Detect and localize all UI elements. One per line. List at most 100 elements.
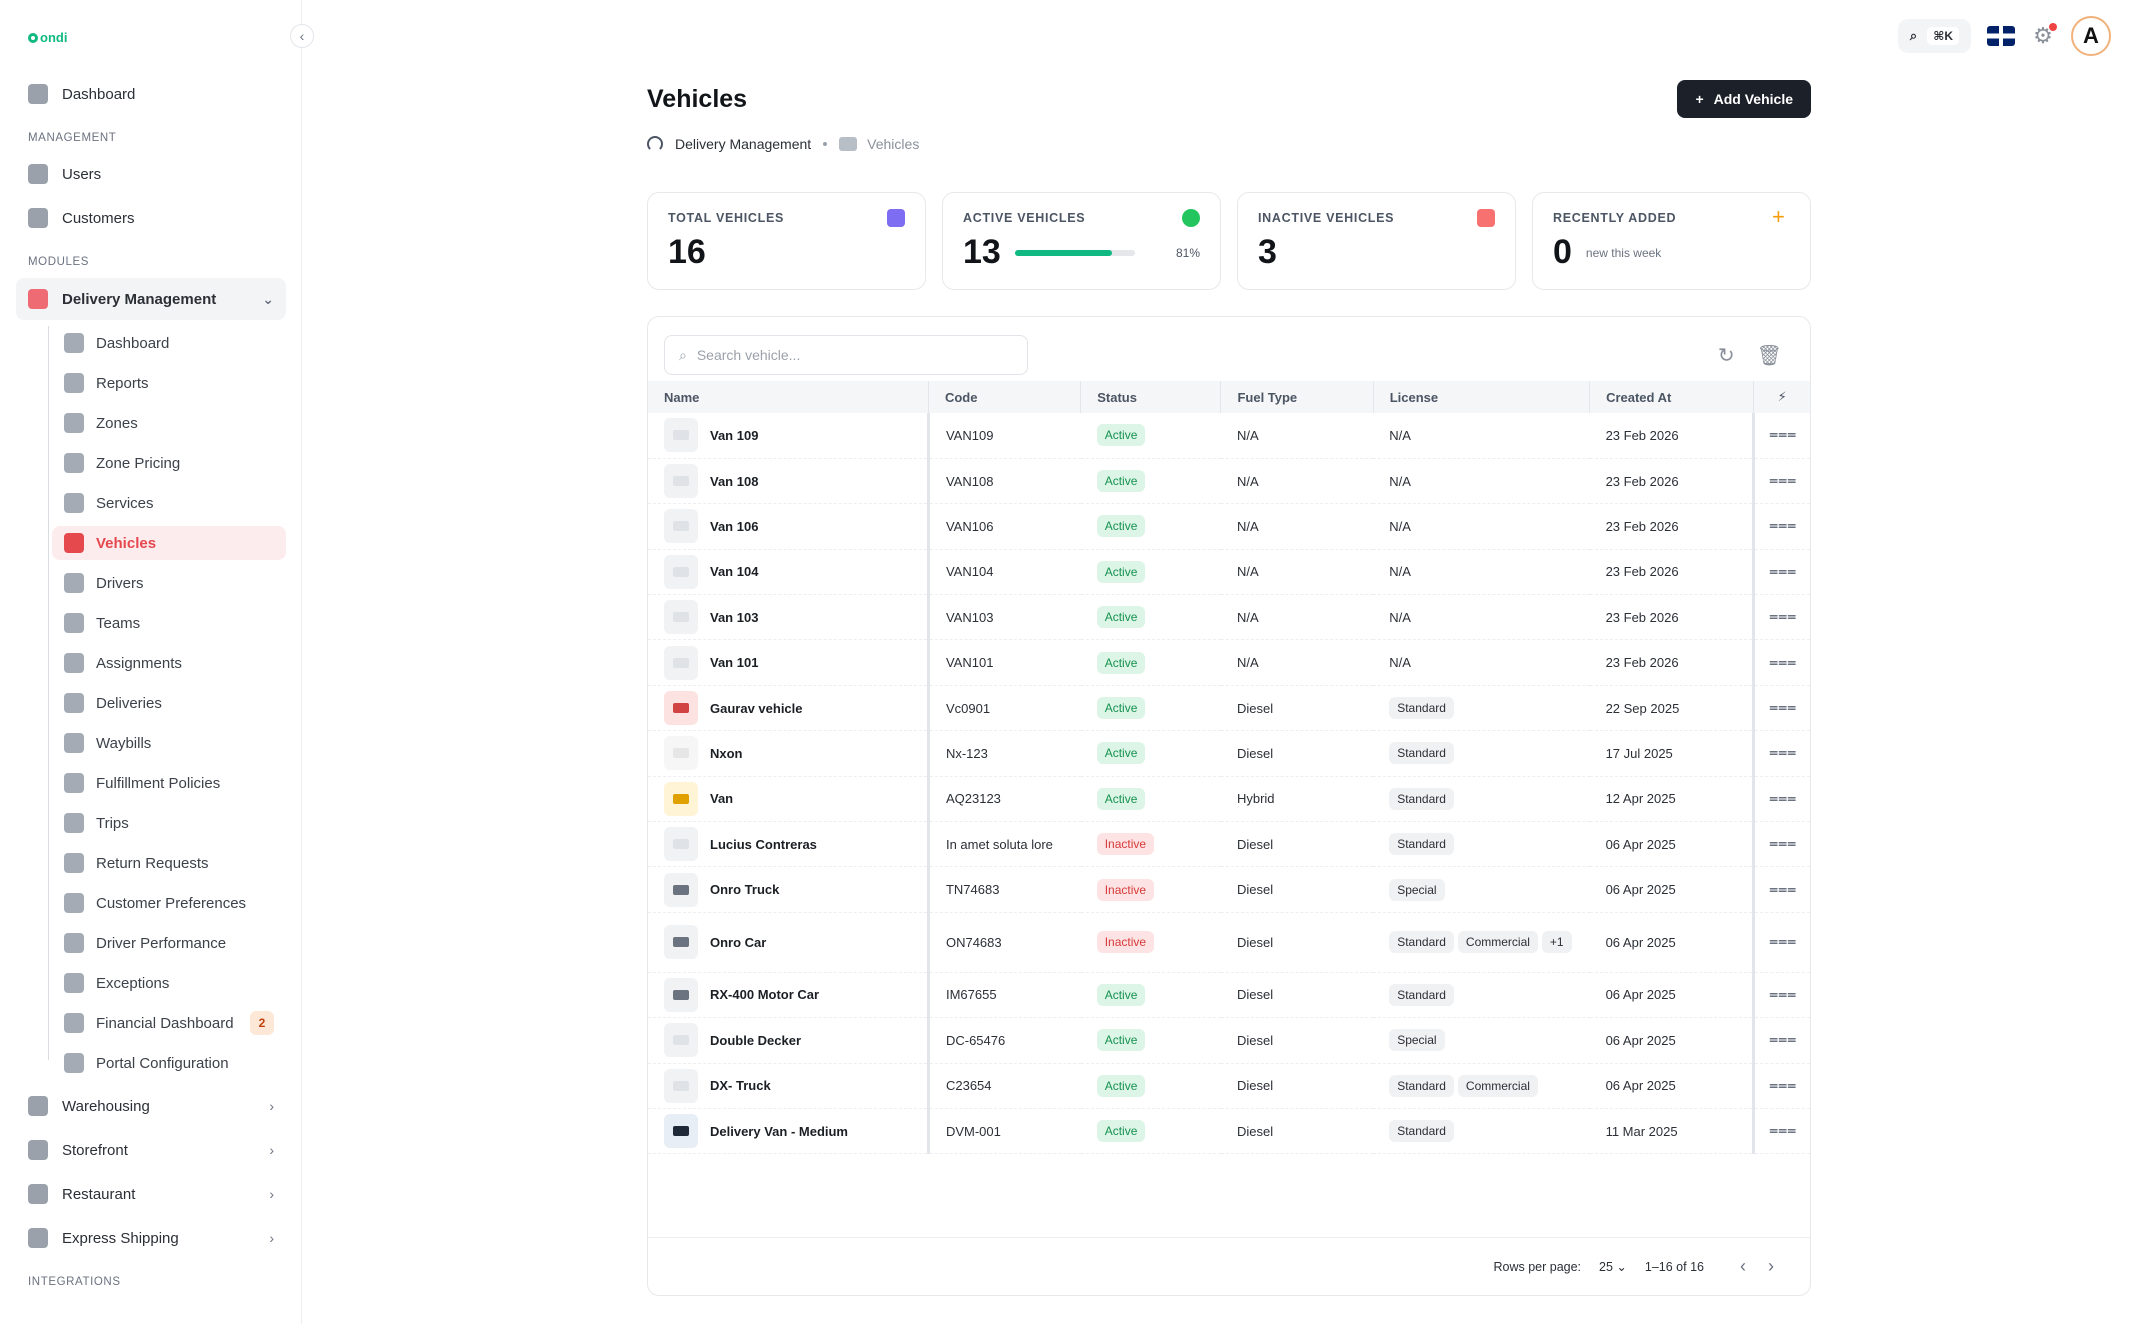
row-menu-icon[interactable]: ⩶ — [1768, 880, 1797, 898]
sidebar-subitem-trips[interactable]: Trips — [52, 806, 286, 840]
vehicle-thumbnail-icon — [664, 645, 698, 680]
sidebar-subitem-customer-preferences[interactable]: Customer Preferences — [52, 886, 286, 920]
app-logo[interactable]: ondi — [28, 30, 67, 45]
vehicle-name[interactable]: Van 106 — [710, 518, 759, 534]
sidebar-group-delivery-management[interactable]: Delivery Management ⌄ — [16, 278, 286, 320]
search-input[interactable]: ⌕ Search vehicle... — [664, 335, 1028, 375]
sidebar-item-users[interactable]: Users — [16, 154, 286, 194]
vehicle-name[interactable]: Lucius Contreras — [710, 836, 817, 852]
sidebar-subitem-dashboard[interactable]: Dashboard — [52, 326, 286, 360]
sidebar-subitem-exceptions[interactable]: Exceptions — [52, 966, 286, 1000]
row-menu-icon[interactable]: ⩶ — [1768, 562, 1797, 580]
sidebar-item-dashboard[interactable]: Dashboard — [16, 74, 286, 114]
table-row[interactable]: Nxon Nx-123 Active Diesel Standard 17 Jul 202… — [648, 730, 1810, 777]
column-header-code[interactable]: Code — [928, 381, 1082, 413]
table-row[interactable]: DX- Truck C23654 Active Diesel Standard Comme… — [648, 1063, 1810, 1109]
vehicle-name[interactable]: Van 101 — [710, 655, 759, 671]
column-header-license[interactable]: License — [1373, 381, 1591, 413]
sidebar-item-express-shipping[interactable]: Express Shipping › — [16, 1218, 286, 1258]
sidebar-item-customers[interactable]: Customers — [16, 198, 286, 238]
row-menu-icon[interactable]: ⩶ — [1768, 426, 1797, 444]
table-row[interactable]: Van 108 VAN108 Active N/A N/A 23 Feb 2026 ⩶ — [648, 458, 1810, 505]
row-menu-icon[interactable]: ⩶ — [1768, 653, 1797, 671]
sidebar-subitem-teams[interactable]: Teams — [52, 606, 286, 640]
table-row[interactable]: Onro Car ON74683 Inactive Diesel Standard Com… — [648, 912, 1810, 973]
row-menu-icon[interactable]: ⩶ — [1768, 1122, 1797, 1140]
table-row[interactable]: Lucius Contreras In amet soluta lore Inact… — [648, 821, 1810, 868]
vehicle-name[interactable]: Double Decker — [710, 1032, 802, 1048]
row-menu-icon[interactable]: ⩶ — [1768, 985, 1797, 1003]
table-row[interactable]: Van 103 VAN103 Active N/A N/A 23 Feb 2026 ⩶ — [648, 594, 1810, 641]
collapse-sidebar-button[interactable]: ‹ — [290, 24, 314, 48]
sidebar-subitem-drivers[interactable]: Drivers — [52, 566, 286, 600]
table-row[interactable]: Van 106 VAN106 Active N/A N/A 23 Feb 2026 ⩶ — [648, 503, 1810, 550]
table-row[interactable]: Van 104 VAN104 Active N/A N/A 23 Feb 2026 ⩶ — [648, 549, 1810, 596]
vehicle-name[interactable]: Van 108 — [710, 473, 759, 489]
column-header-fuel-type[interactable]: Fuel Type — [1220, 381, 1374, 413]
vehicle-name[interactable]: DX- Truck — [710, 1078, 771, 1094]
column-header-name[interactable]: Name — [648, 381, 929, 413]
sidebar-subitem-return-requests[interactable]: Return Requests — [52, 846, 286, 880]
add-vehicle-button[interactable]: + Add Vehicle — [1677, 80, 1811, 118]
row-menu-icon[interactable]: ⩶ — [1768, 1076, 1797, 1094]
vehicles-table-card: ⌕ Search vehicle... ↻ 🗑 Name Code Status Fu… — [647, 316, 1811, 1296]
vehicle-name[interactable]: Onro Truck — [710, 882, 780, 898]
language-flag-icon[interactable] — [1987, 26, 2015, 46]
trash-icon[interactable]: 🗑 — [1756, 344, 1782, 367]
avatar[interactable]: A — [2071, 16, 2111, 56]
sidebar-subitem-assignments[interactable]: Assignments — [52, 646, 286, 680]
next-page-button[interactable]: › — [1768, 1256, 1774, 1276]
sidebar-subitem-deliveries[interactable]: Deliveries — [52, 686, 286, 720]
license-tag: Commercial — [1457, 1074, 1538, 1097]
table-row[interactable]: Double Decker DC-65476 Active Diesel Special… — [648, 1017, 1810, 1064]
cell-license: N/A — [1373, 503, 1590, 550]
refresh-icon[interactable]: ↻ — [1717, 344, 1735, 367]
global-search-button[interactable]: ⌕ ⌘K — [1897, 19, 1971, 53]
table-row[interactable]: Onro Truck TN74683 Inactive Diesel Special 06… — [648, 866, 1810, 913]
row-menu-icon[interactable]: ⩶ — [1768, 517, 1797, 535]
table-row[interactable]: Van 101 VAN101 Active N/A N/A 23 Feb 2026 ⩶ — [648, 639, 1810, 686]
gear-icon: ⚙ — [2033, 23, 2053, 48]
vehicle-name[interactable]: Gaurav vehicle — [710, 700, 803, 716]
table-row[interactable]: RX-400 Motor Car IM67655 Active Diesel Stand… — [648, 972, 1810, 1019]
row-menu-icon[interactable]: ⩶ — [1768, 699, 1797, 717]
vehicle-name[interactable]: Van 103 — [710, 609, 759, 625]
column-header-status[interactable]: Status — [1080, 381, 1222, 413]
vehicle-name[interactable]: RX-400 Motor Car — [710, 987, 820, 1003]
sidebar-subitem-financial-dashboard[interactable]: Financial Dashboard 2 — [52, 1006, 286, 1040]
column-header-created-at[interactable]: Created At — [1589, 381, 1755, 413]
sidebar-subitem-portal-configuration[interactable]: Portal Configuration — [52, 1046, 286, 1080]
vehicle-name[interactable]: Van 109 — [710, 427, 759, 443]
table-row[interactable]: Van AQ23123 Active Hybrid Standard 12 Apr 202… — [648, 776, 1810, 823]
sidebar-subitem-fulfillment-policies[interactable]: Fulfillment Policies — [52, 766, 286, 800]
sidebar-subitem-zone-pricing[interactable]: Zone Pricing — [52, 446, 286, 480]
vehicle-name[interactable]: Van — [710, 791, 734, 807]
row-menu-icon[interactable]: ⩶ — [1768, 789, 1797, 807]
prev-page-button[interactable]: ‹ — [1740, 1256, 1746, 1276]
vehicle-name[interactable]: Delivery Van - Medium — [710, 1123, 848, 1139]
vehicle-name[interactable]: Onro Car — [710, 934, 767, 950]
row-menu-icon[interactable]: ⩶ — [1768, 835, 1797, 853]
sidebar-item-restaurant[interactable]: Restaurant › — [16, 1174, 286, 1214]
table-row[interactable]: Van 109 VAN109 Active N/A N/A 23 Feb 2026 ⩶ — [648, 413, 1810, 459]
row-menu-icon[interactable]: ⩶ — [1768, 744, 1797, 762]
vehicle-name[interactable]: Nxon — [710, 745, 743, 761]
row-menu-icon[interactable]: ⩶ — [1768, 933, 1797, 951]
sidebar-subitem-services[interactable]: Services — [52, 486, 286, 520]
rows-per-page-select[interactable]: 25 ⌄ — [1599, 1259, 1627, 1274]
row-menu-icon[interactable]: ⩶ — [1768, 608, 1797, 626]
sidebar-subitem-reports[interactable]: Reports — [52, 366, 286, 400]
sidebar-item-storefront[interactable]: Storefront › — [16, 1130, 286, 1170]
row-menu-icon[interactable]: ⩶ — [1768, 1031, 1797, 1049]
sidebar-subitem-zones[interactable]: Zones — [52, 406, 286, 440]
vehicle-name[interactable]: Van 104 — [710, 564, 759, 580]
settings-button[interactable]: ⚙ — [2031, 23, 2057, 48]
table-row[interactable]: Delivery Van - Medium DVM-001 Active Diesel… — [648, 1108, 1810, 1155]
row-menu-icon[interactable]: ⩶ — [1768, 472, 1797, 490]
breadcrumb-parent[interactable]: Delivery Management — [675, 136, 812, 152]
sidebar-item-warehousing[interactable]: Warehousing › — [16, 1086, 286, 1126]
sidebar-subitem-vehicles[interactable]: Vehicles — [52, 526, 286, 560]
sidebar-subitem-waybills[interactable]: Waybills — [52, 726, 286, 760]
table-row[interactable]: Gaurav vehicle Vc0901 Active Diesel Standard… — [648, 685, 1810, 732]
sidebar-subitem-driver-performance[interactable]: Driver Performance — [52, 926, 286, 960]
